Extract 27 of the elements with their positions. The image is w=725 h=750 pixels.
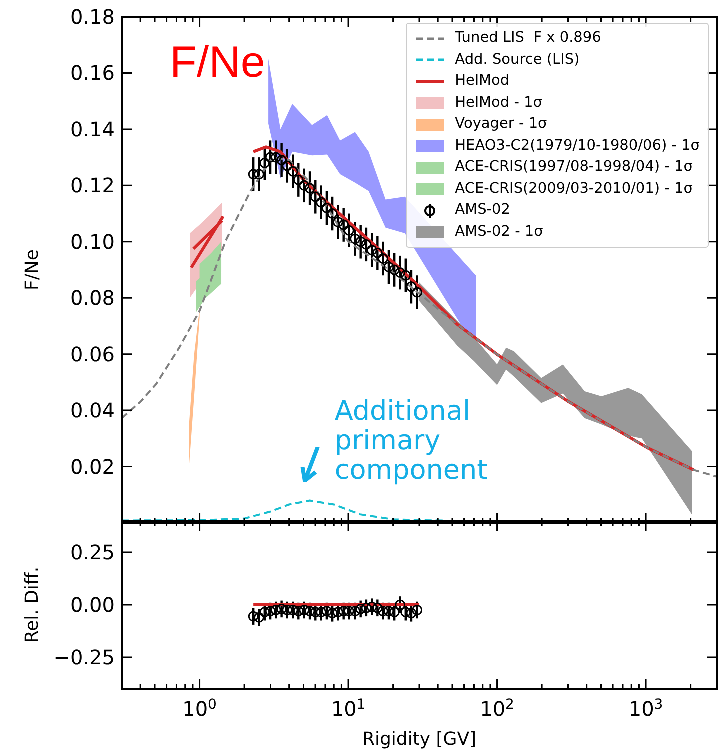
legend-label: AMS-02 - 1σ bbox=[455, 222, 544, 242]
y-axis-title: Rel. Diff. bbox=[22, 566, 43, 644]
legend-label: HelMod - 1σ bbox=[455, 94, 542, 112]
y-tick-label: 0.14 bbox=[70, 117, 115, 142]
y-tick-label: 0.12 bbox=[70, 174, 115, 198]
y-tick-label: 0.25 bbox=[70, 540, 115, 564]
y-axis-title: F/Ne bbox=[22, 250, 43, 290]
y-tick-label: 0.10 bbox=[70, 230, 115, 254]
y-tick-label: 0.08 bbox=[70, 286, 115, 310]
legend-label: Add. Source (LIS) bbox=[455, 50, 580, 70]
y-tick-label: −0.25 bbox=[54, 646, 115, 670]
x-axis-title: Rigidity [GV] bbox=[362, 729, 477, 750]
legend-label: AMS-02 bbox=[455, 201, 510, 220]
legend-label: ACE-CRIS(1997/08-1998/04) - 1σ bbox=[455, 158, 693, 177]
y-tick-label: 0.16 bbox=[70, 61, 115, 86]
legend-label: Tuned LIS F x 0.896 bbox=[455, 29, 602, 48]
y-tick-label: 0.02 bbox=[70, 454, 115, 479]
y-tick-label: 0.04 bbox=[70, 398, 115, 423]
y-tick-label: 0.00 bbox=[70, 593, 115, 617]
legend-label: ACE-CRIS(2009/03-2010/01) - 1σ bbox=[455, 180, 693, 198]
y-tick-label: 0.18 bbox=[70, 5, 115, 29]
legend-label: HelMod bbox=[455, 72, 510, 91]
text: F/Ne bbox=[170, 38, 266, 87]
y-tick-label: 0.06 bbox=[70, 342, 115, 366]
legend-label: HEAO3-C2(1979/10-1980/06) - 1σ bbox=[455, 136, 700, 156]
legend-label: Voyager - 1σ bbox=[455, 115, 548, 134]
annotation: Additional primary component bbox=[334, 396, 488, 486]
